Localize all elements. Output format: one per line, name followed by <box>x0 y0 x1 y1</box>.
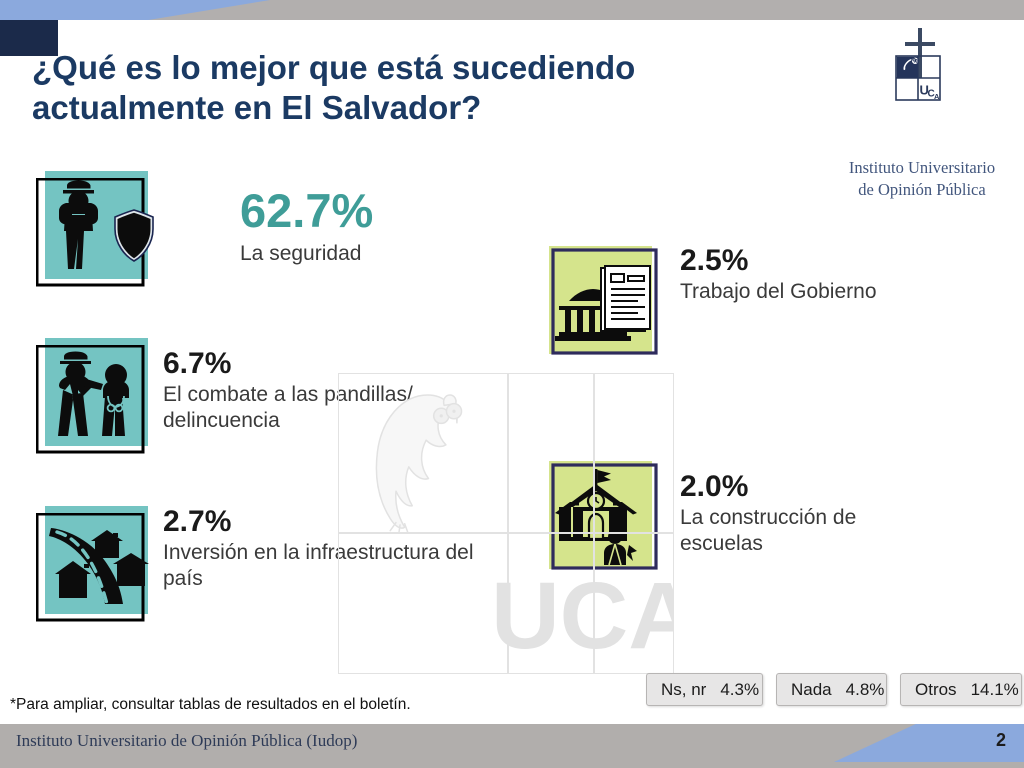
svg-text:A: A <box>934 92 940 101</box>
svg-text:UCA: UCA <box>491 563 674 669</box>
